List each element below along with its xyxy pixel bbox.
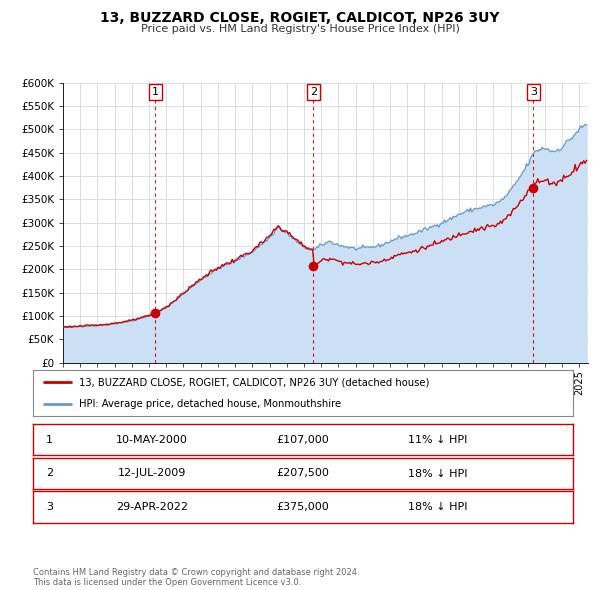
Text: HPI: Average price, detached house, Monmouthshire: HPI: Average price, detached house, Monm… <box>79 398 341 408</box>
Text: £375,000: £375,000 <box>277 502 329 512</box>
Text: 11% ↓ HPI: 11% ↓ HPI <box>409 435 467 445</box>
Text: 18% ↓ HPI: 18% ↓ HPI <box>408 502 468 512</box>
Text: 18% ↓ HPI: 18% ↓ HPI <box>408 468 468 478</box>
Text: 3: 3 <box>530 87 537 97</box>
Text: 3: 3 <box>46 502 53 512</box>
Text: £107,000: £107,000 <box>277 435 329 445</box>
Text: 29-APR-2022: 29-APR-2022 <box>116 502 188 512</box>
Text: 10-MAY-2000: 10-MAY-2000 <box>116 435 188 445</box>
Text: 1: 1 <box>46 435 53 445</box>
Text: 13, BUZZARD CLOSE, ROGIET, CALDICOT, NP26 3UY: 13, BUZZARD CLOSE, ROGIET, CALDICOT, NP2… <box>100 11 500 25</box>
Text: £207,500: £207,500 <box>277 468 329 478</box>
Text: 2: 2 <box>310 87 317 97</box>
Text: 1: 1 <box>152 87 159 97</box>
Text: 2: 2 <box>46 468 53 478</box>
Text: Price paid vs. HM Land Registry's House Price Index (HPI): Price paid vs. HM Land Registry's House … <box>140 24 460 34</box>
Text: 12-JUL-2009: 12-JUL-2009 <box>118 468 186 478</box>
Text: Contains HM Land Registry data © Crown copyright and database right 2024.
This d: Contains HM Land Registry data © Crown c… <box>33 568 359 587</box>
Text: 13, BUZZARD CLOSE, ROGIET, CALDICOT, NP26 3UY (detached house): 13, BUZZARD CLOSE, ROGIET, CALDICOT, NP2… <box>79 378 429 388</box>
